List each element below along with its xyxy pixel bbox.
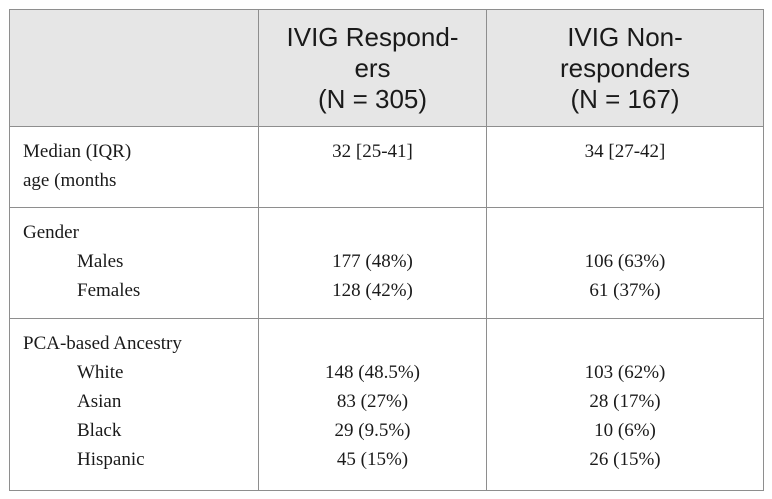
header-responders-line: (N = 305) (317, 83, 428, 114)
cell-ancestry-responders: 148 (48.5%) 83 (27%) 29 (9.5%) 45 (15%) (258, 318, 487, 491)
sub-label: Asian (77, 391, 122, 412)
group-label: Gender (23, 222, 79, 243)
header-nonresponders-line: (N = 167) (570, 83, 680, 114)
table-row-age: Median (IQR) age (months 32 [25-41] 34 [… (9, 126, 764, 208)
cell-value: 10 (6%) (594, 420, 656, 441)
cell-value: 83 (27%) (336, 391, 409, 412)
ivig-response-table: IVIG Respond- ers (N = 305) IVIG Non- re… (9, 9, 764, 491)
cell-value: 148 (48.5%) (325, 362, 420, 383)
header-nonresponders-line: responders (559, 52, 691, 83)
row-label-gender: Gender Males Females (9, 207, 259, 319)
cell-age-nonresponders: 34 [27-42] (486, 126, 764, 208)
cell-value: 26 (15%) (589, 449, 661, 470)
cell-value: 177 (48%) (332, 251, 413, 272)
group-label: PCA-based Ancestry (23, 333, 182, 354)
table-row-ancestry: PCA-based Ancestry White Asian Black His… (9, 318, 764, 491)
cell-gender-responders: 177 (48%) 128 (42%) (258, 207, 487, 319)
header-nonresponders: IVIG Non- responders (N = 167) (486, 9, 764, 127)
spacer (272, 218, 473, 247)
sub-label: Hispanic (77, 449, 145, 470)
header-responders-line: IVIG Respond- (286, 21, 459, 52)
cell-value: 106 (63%) (584, 251, 666, 272)
cell-gender-nonresponders: 106 (63%) 61 (37%) (486, 207, 764, 319)
cell-value: 103 (62%) (584, 362, 666, 383)
cell-value: 128 (42%) (332, 280, 413, 301)
cell-value: 61 (37%) (589, 280, 661, 301)
cell-value: 29 (9.5%) (334, 420, 411, 441)
header-responders-line: ers (354, 52, 391, 83)
sub-label: Females (77, 280, 141, 301)
sub-label: White (77, 362, 124, 383)
cell-value: 34 [27-42] (584, 141, 666, 162)
cell-value: 45 (15%) (336, 449, 409, 470)
cell-value: 28 (17%) (589, 391, 661, 412)
spacer (500, 329, 750, 358)
cell-age-responders: 32 [25-41] (258, 126, 487, 208)
header-responders: IVIG Respond- ers (N = 305) (258, 9, 487, 127)
row-label-ancestry: PCA-based Ancestry White Asian Black His… (9, 318, 259, 491)
table-row-gender: Gender Males Females 177 (48%) 128 (42%)… (9, 207, 764, 319)
row-label-age: Median (IQR) age (months (9, 126, 259, 208)
spacer (500, 218, 750, 247)
header-empty-cell (9, 9, 259, 127)
row-label-line: age (months (23, 170, 117, 191)
sub-label: Males (77, 251, 124, 272)
sub-label: Black (77, 420, 122, 441)
spacer (272, 329, 473, 358)
row-label-line: Median (IQR) (23, 141, 132, 162)
header-row: IVIG Respond- ers (N = 305) IVIG Non- re… (9, 9, 764, 127)
header-nonresponders-line: IVIG Non- (567, 21, 683, 52)
cell-value: 32 [25-41] (332, 141, 413, 162)
cell-ancestry-nonresponders: 103 (62%) 28 (17%) 10 (6%) 26 (15%) (486, 318, 764, 491)
